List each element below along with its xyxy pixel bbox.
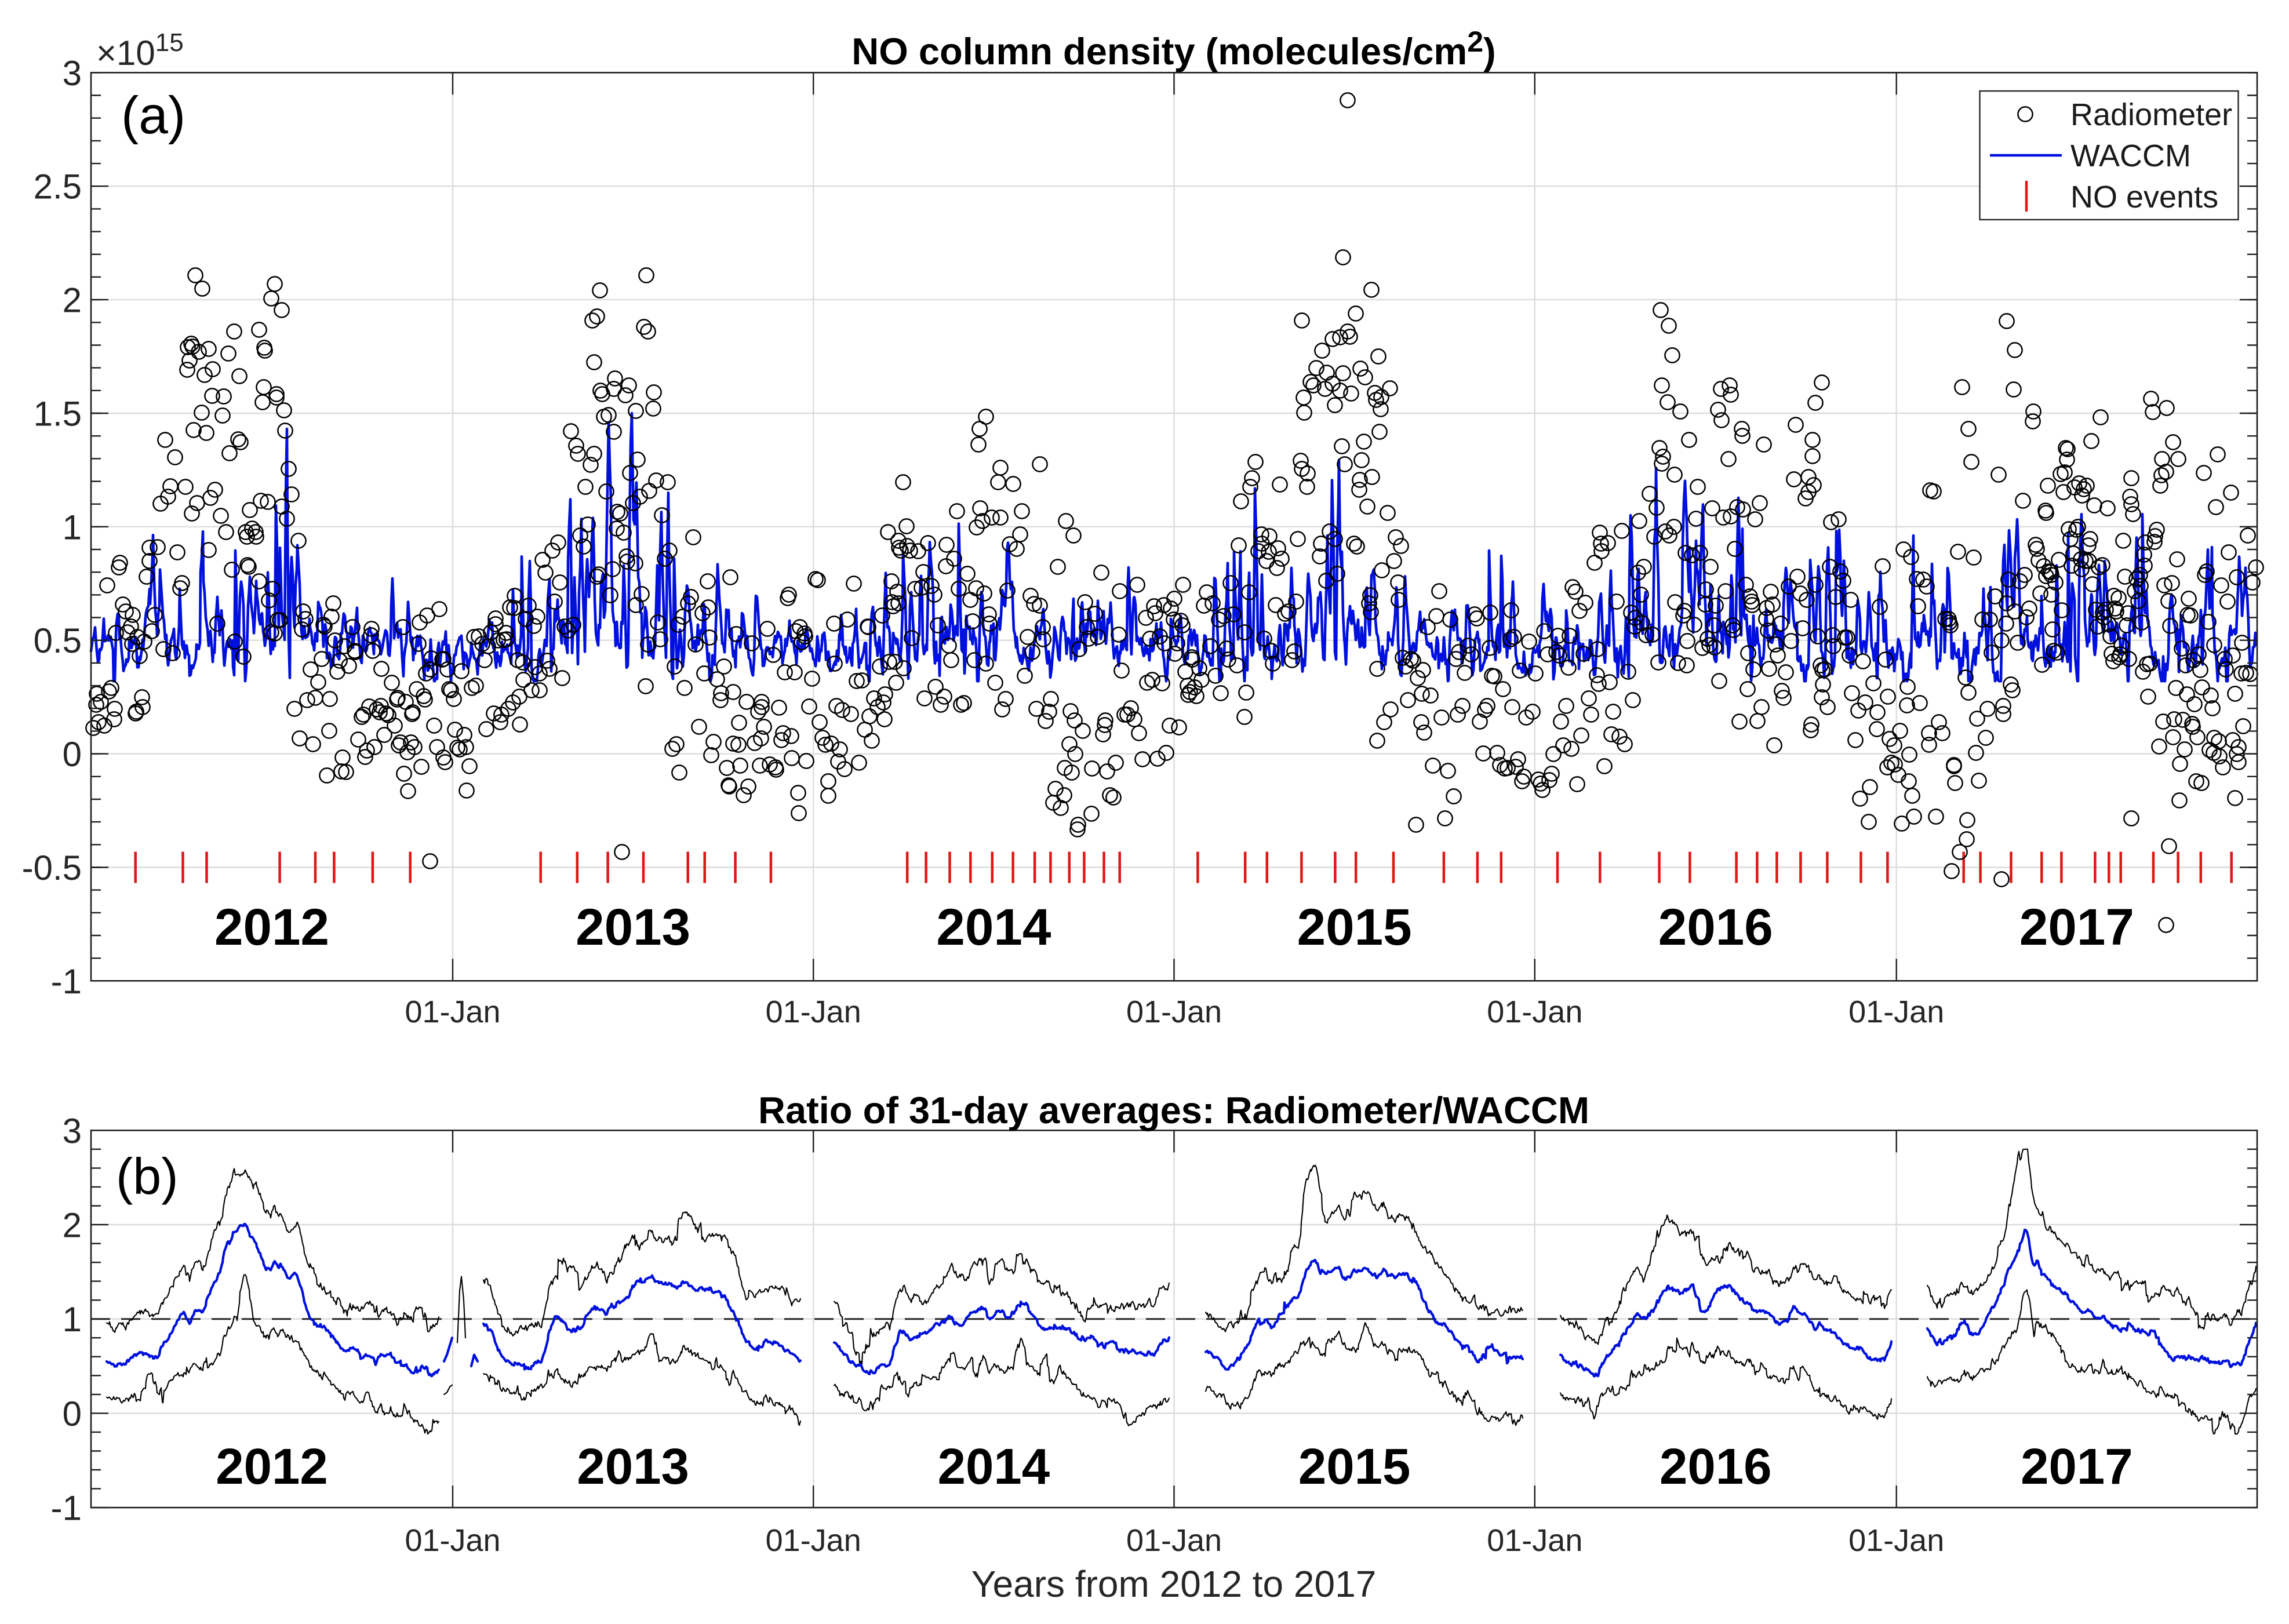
svg-text:(a): (a) [121, 86, 185, 145]
svg-text:-1: -1 [51, 1489, 82, 1528]
svg-text:01-Jan: 01-Jan [766, 1523, 861, 1558]
svg-text:01-Jan: 01-Jan [405, 1523, 500, 1558]
svg-text:Years from 2012 to 2017: Years from 2012 to 2017 [971, 1563, 1377, 1605]
svg-text:01-Jan: 01-Jan [1848, 995, 1944, 1029]
svg-text:01-Jan: 01-Jan [1126, 995, 1222, 1029]
svg-text:(b): (b) [116, 1148, 179, 1205]
svg-text:2015: 2015 [1297, 898, 1412, 956]
svg-text:2: 2 [63, 1206, 82, 1245]
svg-text:WACCM: WACCM [2070, 139, 2191, 173]
svg-text:3: 3 [63, 54, 82, 93]
svg-text:2017: 2017 [2021, 1439, 2133, 1495]
svg-text:2.5: 2.5 [34, 168, 82, 206]
svg-text:0: 0 [63, 1394, 82, 1433]
svg-text:2016: 2016 [1660, 1439, 1772, 1495]
svg-text:-1: -1 [51, 962, 82, 1001]
svg-text:2014: 2014 [936, 898, 1051, 956]
svg-text:01-Jan: 01-Jan [1487, 995, 1582, 1029]
svg-text:01-Jan: 01-Jan [1126, 1523, 1222, 1558]
svg-text:NO events: NO events [2070, 180, 2218, 214]
svg-text:3: 3 [63, 1112, 82, 1150]
svg-text:2012: 2012 [216, 1439, 328, 1495]
svg-text:01-Jan: 01-Jan [1848, 1523, 1944, 1558]
svg-text:0.5: 0.5 [34, 621, 82, 660]
svg-text:2: 2 [63, 281, 82, 320]
svg-text:1: 1 [63, 1300, 82, 1339]
svg-text:Radiometer: Radiometer [2070, 97, 2232, 132]
svg-text:01-Jan: 01-Jan [405, 995, 500, 1029]
svg-text:0: 0 [63, 735, 82, 774]
svg-text:2017: 2017 [2019, 898, 2134, 956]
svg-text:2013: 2013 [577, 1439, 689, 1495]
svg-text:2016: 2016 [1658, 898, 1773, 956]
svg-text:NO column density (molecules/c: NO column density (molecules/cm2) [851, 26, 1495, 72]
svg-text:01-Jan: 01-Jan [766, 995, 861, 1029]
svg-text:2015: 2015 [1298, 1439, 1411, 1495]
svg-text:1: 1 [63, 508, 82, 547]
svg-text:01-Jan: 01-Jan [1487, 1523, 1582, 1558]
svg-text:2012: 2012 [214, 898, 329, 956]
svg-text:-0.5: -0.5 [22, 849, 82, 887]
svg-text:2013: 2013 [576, 898, 690, 956]
svg-text:1.5: 1.5 [34, 395, 82, 434]
svg-text:2014: 2014 [938, 1439, 1050, 1495]
svg-text:Ratio of 31-day averages: Radi: Ratio of 31-day averages: Radiometer/WAC… [758, 1089, 1589, 1131]
